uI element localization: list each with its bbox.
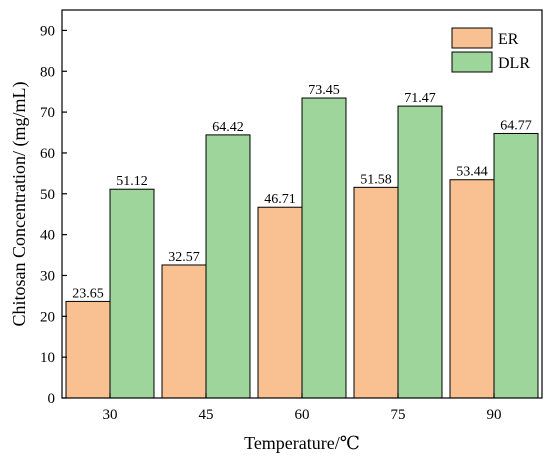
value-label-er-60: 46.71 (264, 192, 296, 207)
bar-er-90 (449, 179, 495, 399)
legend-swatch-er (451, 27, 493, 49)
bar-dlr-30 (109, 188, 155, 399)
y-tick-label: 20 (40, 309, 55, 325)
value-label-dlr-75: 71.47 (404, 91, 436, 106)
value-label-dlr-30: 51.12 (116, 174, 148, 189)
bar-dlr-90 (493, 132, 539, 399)
x-tick-label: 90 (487, 407, 502, 423)
bar-er-75 (353, 186, 399, 399)
bar-dlr-60 (301, 97, 347, 399)
y-tick-label: 70 (40, 105, 55, 121)
value-label-dlr-60: 73.45 (308, 83, 340, 98)
y-tick-label: 60 (40, 146, 55, 162)
y-tick-label: 0 (48, 391, 56, 407)
x-tick-label: 75 (391, 407, 406, 423)
legend-swatch-dlr (451, 51, 493, 73)
y-tick-label: 10 (40, 350, 55, 366)
y-axis: 0 10 20 30 40 50 60 70 80 90 (40, 23, 67, 407)
bar-er-45 (161, 264, 207, 399)
value-label-er-45: 32.57 (168, 250, 200, 265)
legend: ER DLR (451, 27, 530, 73)
x-tick-label: 60 (295, 407, 310, 423)
legend-label-er: ER (498, 31, 519, 48)
value-label-dlr-90: 64.77 (500, 118, 532, 133)
bar-dlr-45 (205, 134, 251, 399)
y-tick-label: 80 (40, 64, 55, 80)
bar-er-30 (65, 300, 111, 399)
y-tick-label: 50 (40, 187, 55, 203)
x-tick-label: 30 (103, 407, 118, 423)
value-labels-layer: 23.65 51.12 32.57 64.42 46.71 73.45 51.58 71.47… (72, 83, 532, 301)
x-axis: 30 45 60 75 90 (103, 393, 502, 423)
y-axis-title: Chitosan Concentration/ (mg/mL) (9, 82, 30, 327)
bar-dlr-75 (397, 105, 443, 399)
bars-layer (65, 97, 539, 399)
y-tick-label: 40 (40, 228, 55, 244)
y-tick-label: 30 (40, 268, 55, 284)
x-tick-label: 45 (199, 407, 214, 423)
x-axis-title: Temperature/℃ (244, 433, 360, 453)
y-tick-label: 90 (40, 23, 55, 39)
value-label-er-75: 51.58 (360, 172, 392, 187)
value-label-er-90: 53.44 (456, 165, 488, 180)
legend-label-dlr: DLR (498, 55, 530, 72)
value-label-dlr-45: 64.42 (212, 120, 244, 135)
bar-er-60 (257, 206, 303, 399)
value-label-er-30: 23.65 (72, 286, 104, 301)
